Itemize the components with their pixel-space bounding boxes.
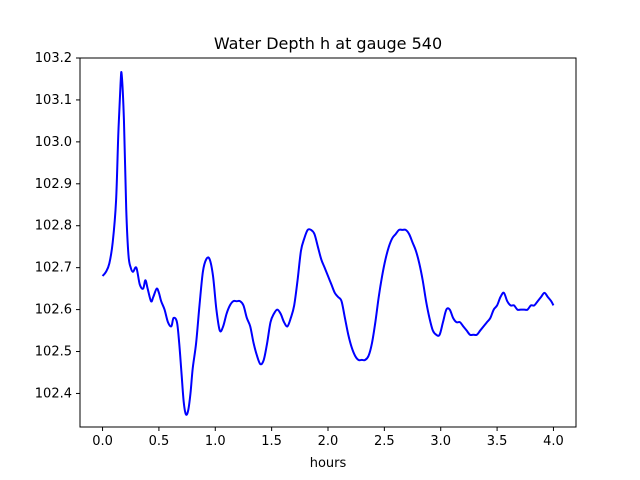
y-tick-label: 102.7 [35, 261, 72, 276]
x-tick-label: 2.5 [374, 434, 395, 449]
y-tick-label: 103.0 [35, 135, 72, 150]
x-tick-label: 4.0 [543, 434, 564, 449]
x-tick-label: 0.5 [149, 434, 170, 449]
y-tick-label: 103.2 [35, 51, 72, 66]
x-tick-label: 2.0 [318, 434, 339, 449]
y-tick-label: 102.8 [35, 219, 72, 234]
series-line [101, 71, 555, 416]
y-axis: 102.4 102.5 102.6 102.7 102.8 102.9 103.0 103.1… [35, 51, 80, 401]
y-tick-label: 102.4 [35, 386, 72, 401]
x-axis: 0.0 0.5 1.0 1.5 2.0 2.5 3.0 3.5 4.0 [92, 427, 564, 449]
x-tick-label: 3.0 [430, 434, 451, 449]
chart-title: Water Depth h at gauge 540 [214, 34, 442, 53]
series-layer [101, 71, 555, 416]
x-tick-label: 1.0 [205, 434, 226, 449]
y-tick-label: 102.9 [35, 177, 72, 192]
plot-area [79, 57, 577, 428]
y-tick-label: 103.1 [35, 93, 72, 108]
plot-frame [79, 57, 577, 428]
x-tick-label: 0.0 [92, 434, 113, 449]
x-tick-label: 3.5 [487, 434, 508, 449]
y-tick-label: 102.5 [35, 345, 72, 360]
x-tick-label: 1.5 [261, 434, 282, 449]
x-axis-label: hours [310, 456, 347, 471]
y-tick-label: 102.6 [35, 303, 72, 318]
